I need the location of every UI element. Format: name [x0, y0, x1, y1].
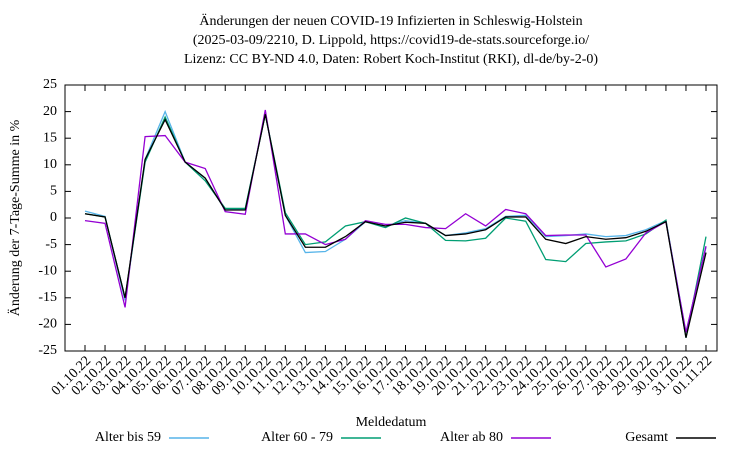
- chart-title: Lizenz: CC BY-ND 4.0, Daten: Robert Koch…: [184, 52, 598, 67]
- y-tick-label: 10: [43, 157, 57, 172]
- legend-label: Alter 60 - 79: [261, 430, 333, 445]
- y-tick-label: -10: [38, 263, 57, 278]
- legend-label: Alter ab 80: [440, 430, 503, 445]
- y-tick-label: -25: [38, 343, 57, 358]
- y-tick-label: -5: [45, 237, 57, 252]
- y-tick-label: -15: [38, 290, 57, 305]
- y-tick-label: -20: [38, 317, 57, 332]
- chart-title: Änderungen der neuen COVID-19 Infizierte…: [199, 12, 582, 29]
- y-tick-label: 20: [43, 104, 57, 119]
- y-tick-label: 25: [43, 77, 57, 92]
- y-axis-label: Änderung der 7-Tage-Summe in %: [6, 119, 23, 316]
- y-tick-label: 0: [50, 210, 57, 225]
- legend-label: Gesamt: [625, 430, 668, 445]
- series-line: [84, 114, 707, 338]
- y-tick-label: 5: [50, 184, 57, 199]
- chart-title: (2025-03-09/2210, D. Lippold, https://co…: [193, 33, 589, 48]
- y-tick-label: 15: [43, 130, 57, 145]
- x-axis-label: Meldedatum: [356, 415, 427, 430]
- legend-label: Alter bis 59: [95, 430, 161, 445]
